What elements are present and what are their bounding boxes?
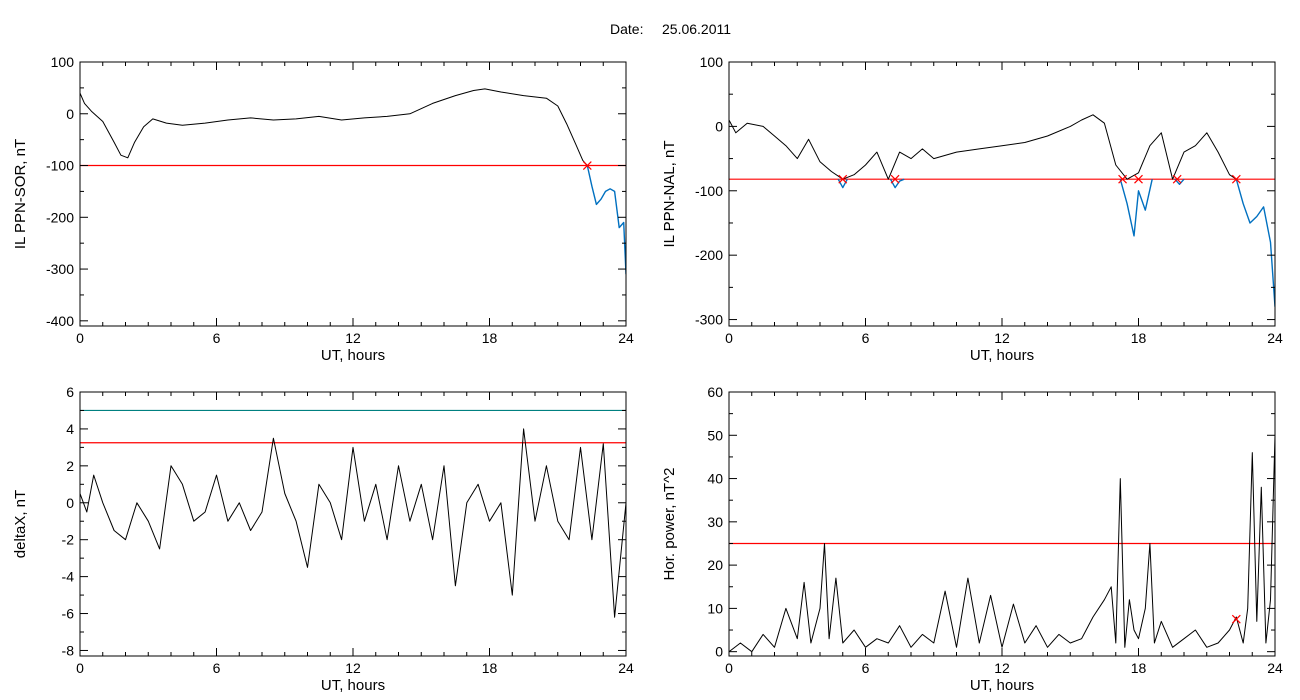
- y-tick-label: -400: [46, 313, 74, 329]
- data-series-line: [729, 435, 1275, 653]
- x-tick-label: 12: [994, 330, 1010, 346]
- y-tick-label: -4: [62, 569, 75, 585]
- y-tick-label: 0: [715, 644, 723, 660]
- y-tick-label: -100: [695, 183, 723, 199]
- chart-panel-p1: 0 6 12 18 24 -400 -300 -200 -100 0 100 UT, hours IL …: [12, 54, 634, 364]
- date-label: Date:: [610, 21, 643, 37]
- y-axis-title: deltaX, nT: [12, 490, 29, 558]
- y-tick-label: 100: [51, 54, 75, 70]
- x-tick-label: 18: [1131, 330, 1147, 346]
- y-tick-label: 30: [707, 514, 723, 530]
- y-axis-title: IL PPN-NAL, nT: [661, 141, 678, 248]
- x-tick-label: 12: [994, 660, 1010, 676]
- date-value: 25.06.2011: [662, 21, 731, 37]
- x-axis-title: UT, hours: [970, 347, 1034, 364]
- y-tick-label: -6: [62, 606, 75, 622]
- y-tick-label: 100: [700, 54, 724, 70]
- event-marker: [1231, 614, 1241, 624]
- event-marker-stroke: [1118, 174, 1127, 184]
- event-marker-stroke: [1231, 614, 1241, 624]
- x-axis-title: UT, hours: [970, 677, 1034, 694]
- event-marker-stroke: [838, 174, 848, 184]
- event-marker: [890, 174, 900, 184]
- data-series-line: [729, 114, 1237, 180]
- y-tick-label: 4: [66, 421, 74, 437]
- x-tick-label: 24: [1267, 660, 1283, 676]
- plot-frame: [728, 391, 1276, 657]
- plot-frame: [728, 61, 1276, 327]
- y-tick-label: 0: [66, 495, 74, 511]
- x-tick-label: 18: [482, 660, 498, 676]
- y-tick-label: 10: [707, 600, 723, 616]
- y-axis-title: Hor. power, nT^2: [661, 468, 678, 581]
- data-series-line: [80, 88, 588, 166]
- y-tick-label: 6: [66, 384, 74, 400]
- event-marker-stroke: [582, 161, 592, 170]
- highlight-segment: [889, 178, 905, 189]
- plot-area: [80, 88, 626, 275]
- plot-frame: [79, 61, 627, 327]
- plot-frame: [79, 391, 627, 657]
- highlight-segment: [1119, 179, 1153, 237]
- x-tick-label: 24: [1267, 330, 1283, 346]
- plot-area: [729, 435, 1275, 653]
- x-axis-title: UT, hours: [321, 677, 385, 694]
- event-marker-stroke: [1134, 174, 1143, 184]
- event-marker: [838, 174, 848, 184]
- y-axis-title: IL PPN-SOR, nT: [12, 139, 29, 249]
- x-tick-label: 6: [862, 660, 870, 676]
- y-tick-label: -200: [46, 209, 74, 225]
- x-tick-label: 12: [345, 660, 361, 676]
- event-marker-stroke: [1172, 174, 1182, 184]
- highlight-segment: [1235, 179, 1275, 307]
- y-tick-label: -300: [695, 312, 723, 328]
- x-tick-label: 24: [618, 660, 634, 676]
- event-marker: [1134, 174, 1143, 184]
- plot-area: [80, 409, 626, 618]
- y-tick-label: 50: [707, 427, 723, 443]
- y-tick-label: 2: [66, 458, 74, 474]
- event-marker-stroke: [1231, 174, 1241, 184]
- chart-panel-p4: 0 6 12 18 24 0 10 20 30 40 50 60 UT, hours Hor. power…: [661, 384, 1283, 694]
- x-tick-label: 6: [862, 330, 870, 346]
- x-tick-label: 0: [725, 330, 733, 346]
- plot-area: [729, 114, 1275, 307]
- x-tick-label: 12: [345, 330, 361, 346]
- y-tick-label: 0: [66, 106, 74, 122]
- y-tick-label: 0: [715, 118, 723, 134]
- y-tick-label: -200: [695, 247, 723, 263]
- highlight-segment: [586, 165, 626, 275]
- x-tick-label: 24: [618, 330, 634, 346]
- x-tick-label: 6: [213, 330, 221, 346]
- highlight-segment: [1174, 178, 1185, 186]
- event-marker-stroke: [890, 174, 900, 184]
- x-tick-label: 0: [725, 660, 733, 676]
- x-tick-label: 0: [76, 660, 84, 676]
- x-tick-label: 18: [482, 330, 498, 346]
- y-tick-label: 20: [707, 557, 723, 573]
- y-tick-label: -8: [62, 642, 75, 658]
- y-tick-label: 40: [707, 471, 723, 487]
- event-marker: [1231, 174, 1241, 184]
- highlight-segment: [837, 178, 848, 189]
- event-marker: [582, 161, 592, 170]
- event-marker: [1118, 174, 1127, 184]
- chart-panel-p2: 0 6 12 18 24 -300 -200 -100 0 100 UT, hours IL PPN-…: [661, 54, 1283, 364]
- x-tick-label: 0: [76, 330, 84, 346]
- data-series-line: [80, 428, 626, 618]
- y-tick-label: -100: [46, 158, 74, 174]
- event-marker: [1172, 174, 1182, 184]
- x-tick-label: 18: [1131, 660, 1147, 676]
- y-tick-label: -2: [62, 532, 75, 548]
- x-tick-label: 6: [213, 660, 221, 676]
- y-tick-label: 60: [707, 384, 723, 400]
- y-tick-label: -300: [46, 261, 74, 277]
- x-axis-title: UT, hours: [321, 347, 385, 364]
